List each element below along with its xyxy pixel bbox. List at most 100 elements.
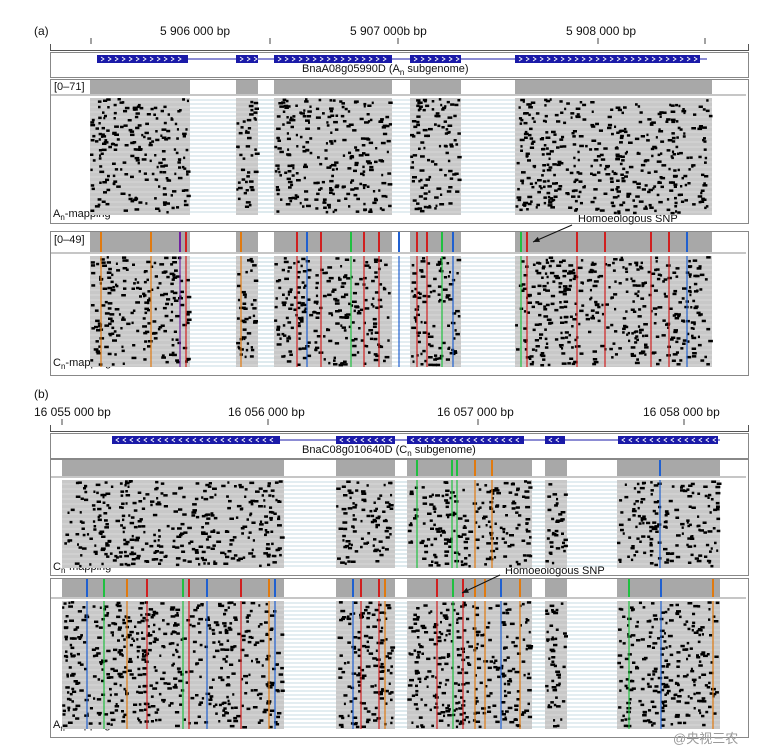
panel-a-cn-mismatch xyxy=(161,271,167,274)
panel-b-cn-mismatch xyxy=(259,523,264,526)
panel-b-cn-mismatch xyxy=(635,525,638,529)
panel-a-cn-mismatch xyxy=(614,307,617,311)
panel-a-cn-mismatch xyxy=(172,276,178,279)
panel-a-cn-mismatch xyxy=(152,320,157,323)
panel-a-an-mismatch xyxy=(680,200,685,203)
panel-b-cn-mismatch xyxy=(650,562,654,565)
panel-b-an-mismatch xyxy=(138,691,143,694)
panel-b-cn-mismatch xyxy=(102,495,105,499)
panel-a-an-mismatch xyxy=(416,202,420,205)
panel-b-an-mismatch xyxy=(109,687,112,691)
panel-b-an-mismatch xyxy=(441,703,445,707)
panel-a-an-mismatch xyxy=(143,135,146,139)
panel-b-an-mismatch xyxy=(338,667,343,670)
panel-b-cn-mismatch xyxy=(270,489,275,492)
panel-b-cn-mismatch xyxy=(698,528,701,532)
panel-b-an-mismatch xyxy=(549,705,553,709)
panel-b-cn-mismatch xyxy=(640,519,644,522)
panel-b-an-mismatch xyxy=(244,654,249,657)
panel-a-an-mismatch xyxy=(151,172,155,176)
panel-a-cn-mismatch xyxy=(565,336,569,339)
panel-a-cn-mismatch xyxy=(175,314,180,318)
panel-a-cn-mismatch xyxy=(348,325,351,329)
panel-a-an-mismatch xyxy=(619,129,624,133)
panel-a-an-mismatch xyxy=(103,99,108,102)
panel-a-an-mismatch xyxy=(615,157,620,161)
panel-b-an-mismatch xyxy=(113,669,118,672)
panel-a-an-mismatch xyxy=(598,129,603,132)
panel-a-gene-strand-arrow xyxy=(630,56,635,62)
panel-a-an-mismatch xyxy=(341,105,345,109)
panel-a-cn-mismatch xyxy=(535,301,540,304)
panel-b-cn-mismatch xyxy=(360,545,363,549)
panel-b-an-mismatch xyxy=(185,681,188,684)
panel-a-an-mismatch xyxy=(434,114,439,118)
panel-a-an-mismatch xyxy=(174,122,178,126)
panel-b-cn-mismatch xyxy=(486,490,491,494)
panel-b-cn-mismatch xyxy=(444,550,450,553)
panel-b-cn-mismatch xyxy=(637,506,640,510)
panel-b-an-mismatch xyxy=(96,652,101,655)
panel-b-cn-mismatch xyxy=(182,495,186,499)
panel-b-an-mismatch xyxy=(507,680,513,683)
panel-b-cn-mismatch xyxy=(241,532,244,535)
panel-a-an-mismatch xyxy=(99,165,103,168)
panel-a-cn-mismatch xyxy=(245,348,249,352)
panel-b-cn-mismatch xyxy=(503,481,509,485)
panel-a-cn-snp-coverage xyxy=(520,232,522,252)
panel-a-an-mismatch xyxy=(702,108,706,111)
panel-b-an-mismatch xyxy=(551,686,557,689)
panel-b-cn-mismatch xyxy=(434,555,438,559)
panel-a-cn-mismatch xyxy=(341,326,346,329)
panel-a-cn-mismatch xyxy=(340,285,345,288)
panel-a-an-mismatch xyxy=(388,204,392,208)
panel-a-gene-strand-arrow xyxy=(455,56,460,62)
panel-b-an-mismatch xyxy=(111,622,116,625)
panel-a-cn-mismatch xyxy=(287,321,292,324)
panel-a-cn-mismatch xyxy=(370,332,373,335)
panel-b-cn-mismatch xyxy=(163,505,168,508)
panel-a-cn-mismatch xyxy=(527,301,532,304)
panel-a-cn-mismatch xyxy=(419,292,422,296)
panel-b-cn-mismatch xyxy=(650,489,654,492)
panel-b-an-mismatch xyxy=(65,659,68,662)
panel-a-cn-mismatch xyxy=(581,282,584,285)
panel-a-gene-strand-arrow xyxy=(347,56,352,62)
panel-a-gene-strand-arrow xyxy=(128,56,133,62)
panel-b-cn-mismatch xyxy=(102,501,106,504)
panel-a-cn-mismatch xyxy=(639,328,644,332)
panel-b-cn-mismatch xyxy=(375,560,380,563)
panel-b-cn-mismatch xyxy=(207,485,212,488)
panel-b-an-mismatch xyxy=(495,720,500,724)
panel-b-cn-mismatch xyxy=(146,560,150,563)
panel-b-an-mismatch xyxy=(108,676,114,679)
panel-a-cn-mismatch xyxy=(348,302,351,306)
panel-b-cn-mismatch xyxy=(525,518,531,521)
panel-a-an-mismatch xyxy=(670,211,675,215)
panel-b-gene-strand-arrow xyxy=(164,437,169,443)
panel-b-an-mismatch xyxy=(218,604,222,607)
panel-b-an-mismatch xyxy=(359,677,365,680)
panel-a-an-mismatch xyxy=(431,108,435,111)
panel-a-an-mismatch xyxy=(412,176,417,179)
panel-b-an-mismatch xyxy=(101,679,105,683)
panel-b-gene-strand-arrow xyxy=(438,437,443,443)
panel-b-an-mismatch xyxy=(129,673,134,676)
panel-a-cn-mismatch xyxy=(682,342,686,345)
panel-a-an-mismatch xyxy=(590,123,595,127)
panel-a-an-mismatch xyxy=(177,161,181,164)
panel-a-cn-mismatch xyxy=(116,269,121,272)
panel-b-cn-mismatch xyxy=(375,523,380,527)
panel-b-cn-mismatch xyxy=(378,540,383,543)
panel-a-an-mismatch xyxy=(148,143,153,147)
panel-a-cn-mismatch xyxy=(164,314,169,318)
panel-b-cn-mismatch xyxy=(385,501,390,504)
panel-b-an-mismatch xyxy=(421,652,424,655)
panel-b-an-mismatch xyxy=(143,702,149,706)
panel-a-an-mismatch xyxy=(135,159,140,162)
panel-b-an-mismatch xyxy=(426,685,429,688)
panel-b-an-mismatch xyxy=(493,715,498,718)
panel-a-cn-snp-coverage xyxy=(452,232,454,252)
panel-b-cn-mismatch xyxy=(129,552,135,556)
panel-a-cn-mismatch xyxy=(526,311,530,314)
